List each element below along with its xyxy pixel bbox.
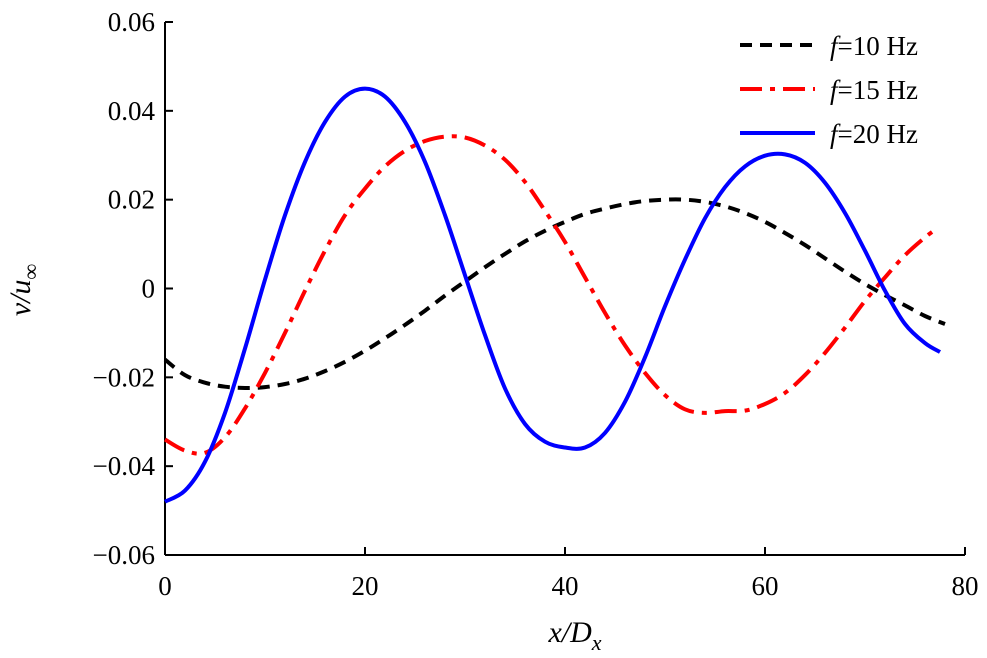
y-tick-label: 0.02: [108, 185, 155, 215]
y-axis-title-main: v/u: [4, 280, 37, 317]
legend-label-italic: f: [830, 31, 841, 61]
x-tick-label: 40: [552, 571, 579, 601]
legend-label-rest: =10 Hz: [838, 31, 918, 61]
legend: f=10 Hzf=15 Hzf=20 Hz: [740, 31, 918, 149]
x-tick-label: 60: [752, 571, 779, 601]
x-tick-label: 0: [158, 571, 172, 601]
series-line-2: [163, 134, 937, 456]
x-ticks: 0 20 40 60 80: [158, 547, 979, 601]
legend-label-1: f=10 Hz: [830, 31, 918, 61]
legend-label-italic: f: [830, 119, 841, 149]
series-line-3: [164, 86, 942, 504]
x-axis-title: x/Dx: [547, 616, 601, 655]
y-tick-label: −0.02: [93, 362, 155, 392]
y-tick-label: −0.04: [93, 451, 156, 481]
x-tick-label: 20: [352, 571, 379, 601]
x-axis-title-main: x/D: [547, 616, 592, 649]
y-tick-label: 0.06: [108, 7, 155, 37]
y-ticks: −0.06 −0.04 −0.02 0 0.02 0.04 0.06: [93, 7, 173, 570]
y-tick-label: 0.04: [108, 96, 156, 126]
series-layer: [163, 86, 946, 504]
y-axis-title: v/u∞: [4, 264, 43, 317]
legend-label-rest: =20 Hz: [838, 119, 918, 149]
legend-label-3: f=20 Hz: [830, 119, 918, 149]
legend-label-italic: f: [830, 75, 841, 105]
x-axis-title-subscript: x: [591, 630, 602, 655]
x-tick-label: 80: [952, 571, 979, 601]
legend-label-2: f=15 Hz: [830, 75, 918, 105]
y-axis-title-subscript: ∞: [18, 264, 43, 280]
legend-label-rest: =15 Hz: [838, 75, 918, 105]
y-tick-label: 0: [142, 274, 156, 304]
y-tick-label: −0.06: [93, 540, 155, 570]
